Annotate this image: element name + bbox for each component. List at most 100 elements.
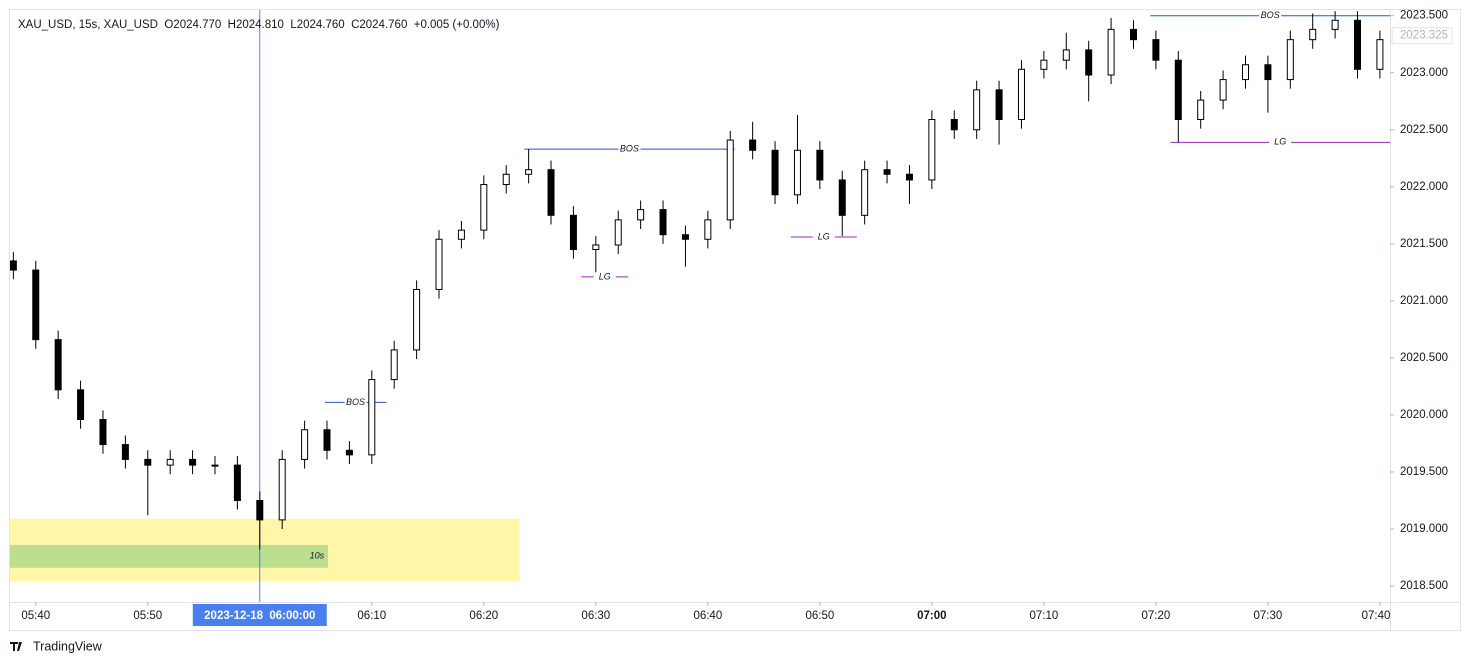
candle-body [861, 169, 869, 216]
y-tick-label: 2020.000 [1400, 409, 1448, 421]
candle-body [793, 149, 801, 196]
candle-body [54, 339, 62, 391]
y-tick-label: 2019.500 [1400, 466, 1448, 478]
candle-body [905, 173, 913, 181]
candle-body [1286, 39, 1294, 81]
candle-body [726, 139, 734, 221]
x-tick-label: 07:10 [1029, 610, 1058, 622]
candle-body [569, 214, 577, 251]
y-tick-label: 2020.500 [1400, 352, 1448, 364]
candle-body [480, 184, 488, 231]
candle-body [1040, 59, 1048, 70]
candle-body [883, 169, 891, 175]
candle-body [166, 458, 174, 466]
candle-body [121, 444, 129, 460]
y-tick-label: 2019.000 [1400, 523, 1448, 535]
annotation-label-bg [1259, 10, 1282, 21]
annotation-label-bg [812, 231, 835, 242]
x-tick-label: 06:10 [357, 610, 386, 622]
x-tick-label: 06:30 [581, 610, 610, 622]
candle-body [1219, 79, 1227, 101]
candle-body [637, 209, 645, 221]
candle-body [77, 389, 85, 420]
candle-body [1129, 28, 1137, 41]
last-price-label: 2023.325 [1400, 30, 1448, 42]
candle-body [390, 349, 398, 381]
candle-body [278, 458, 286, 521]
candle-body [950, 119, 958, 131]
candle-body [323, 429, 331, 451]
candle-body [1107, 28, 1115, 76]
x-tick-label: 05:40 [21, 610, 50, 622]
candle-body [1309, 28, 1317, 41]
logo-icon [10, 642, 22, 651]
axes: 2018.500 2019.000 2019.500 2020.000 2020.500… [21, 10, 1453, 626]
candle-body [10, 260, 17, 271]
x-tick-label: 06:40 [693, 610, 722, 622]
candle-body [457, 229, 465, 240]
candle-body [1152, 39, 1160, 61]
candle-body [1062, 49, 1070, 61]
zone [10, 544, 329, 568]
candle-body [525, 169, 533, 175]
annotation-label: LG [818, 231, 830, 241]
y-tick-label: 2022.500 [1400, 124, 1448, 136]
annotation-label-bg [344, 397, 367, 408]
candle-body [816, 149, 824, 181]
candle-body [614, 219, 622, 246]
candle-body [1174, 59, 1182, 121]
candle-body [1376, 39, 1384, 70]
candle-body [1017, 68, 1025, 121]
candle-body [681, 234, 689, 240]
x-tick-label: 06:20 [469, 610, 498, 622]
x-tick-label: 07:00 [917, 610, 946, 622]
x-tick-label: 05:50 [133, 610, 162, 622]
candle-body [1242, 64, 1250, 81]
zone-label: 10s [310, 551, 325, 561]
annotation-label: BOS [620, 144, 639, 154]
annotation-label-bg [593, 271, 616, 282]
candle-body [233, 464, 241, 501]
candle-body [1085, 49, 1093, 76]
legend-text: XAU_USD, 15s, XAU_USD O2024.770 H2024.81… [18, 19, 500, 31]
candle-body [749, 139, 757, 151]
x-tick-label: 07:20 [1142, 610, 1171, 622]
candle-body [345, 449, 353, 456]
annotation-label: LG [1274, 137, 1286, 147]
y-tick-label: 2021.500 [1400, 238, 1448, 250]
candle-body [659, 209, 667, 236]
candle-body [1197, 99, 1205, 121]
y-tick-label: 2021.000 [1400, 295, 1448, 307]
candle-body [1264, 64, 1272, 81]
candle-body [704, 219, 712, 240]
brand-logo: TradingView [10, 639, 103, 653]
candle-body [928, 119, 936, 181]
candle-body [211, 464, 219, 467]
y-tick-label: 2018.500 [1400, 580, 1448, 592]
crosshair-time-label: 2023-12-18 06:00:00 [204, 610, 315, 622]
candle-body [1354, 19, 1362, 70]
x-tick-label: 07:40 [1362, 610, 1391, 622]
candle-body [301, 429, 309, 460]
candle-body [771, 149, 779, 196]
candle-body [995, 89, 1003, 121]
y-tick-label: 2023.000 [1400, 67, 1448, 79]
annotation-label: LG [599, 271, 611, 281]
candle-body [502, 173, 510, 186]
crosshair-time-box [192, 604, 327, 626]
annotation-label: BOS [1261, 10, 1280, 20]
candle-body [838, 179, 846, 216]
candle-body [547, 169, 555, 216]
y-tick-label: 2023.500 [1400, 10, 1448, 22]
brand-name: TradingView [33, 639, 103, 653]
candle-body [144, 458, 152, 466]
annotation-label-bg [618, 144, 641, 155]
last-price-box [1391, 27, 1453, 45]
candle-body [592, 244, 600, 251]
annotation-label-bg [1269, 137, 1292, 148]
candle-body [435, 238, 443, 290]
x-tick-label: 06:50 [805, 610, 834, 622]
x-tick-label: 07:30 [1254, 610, 1283, 622]
